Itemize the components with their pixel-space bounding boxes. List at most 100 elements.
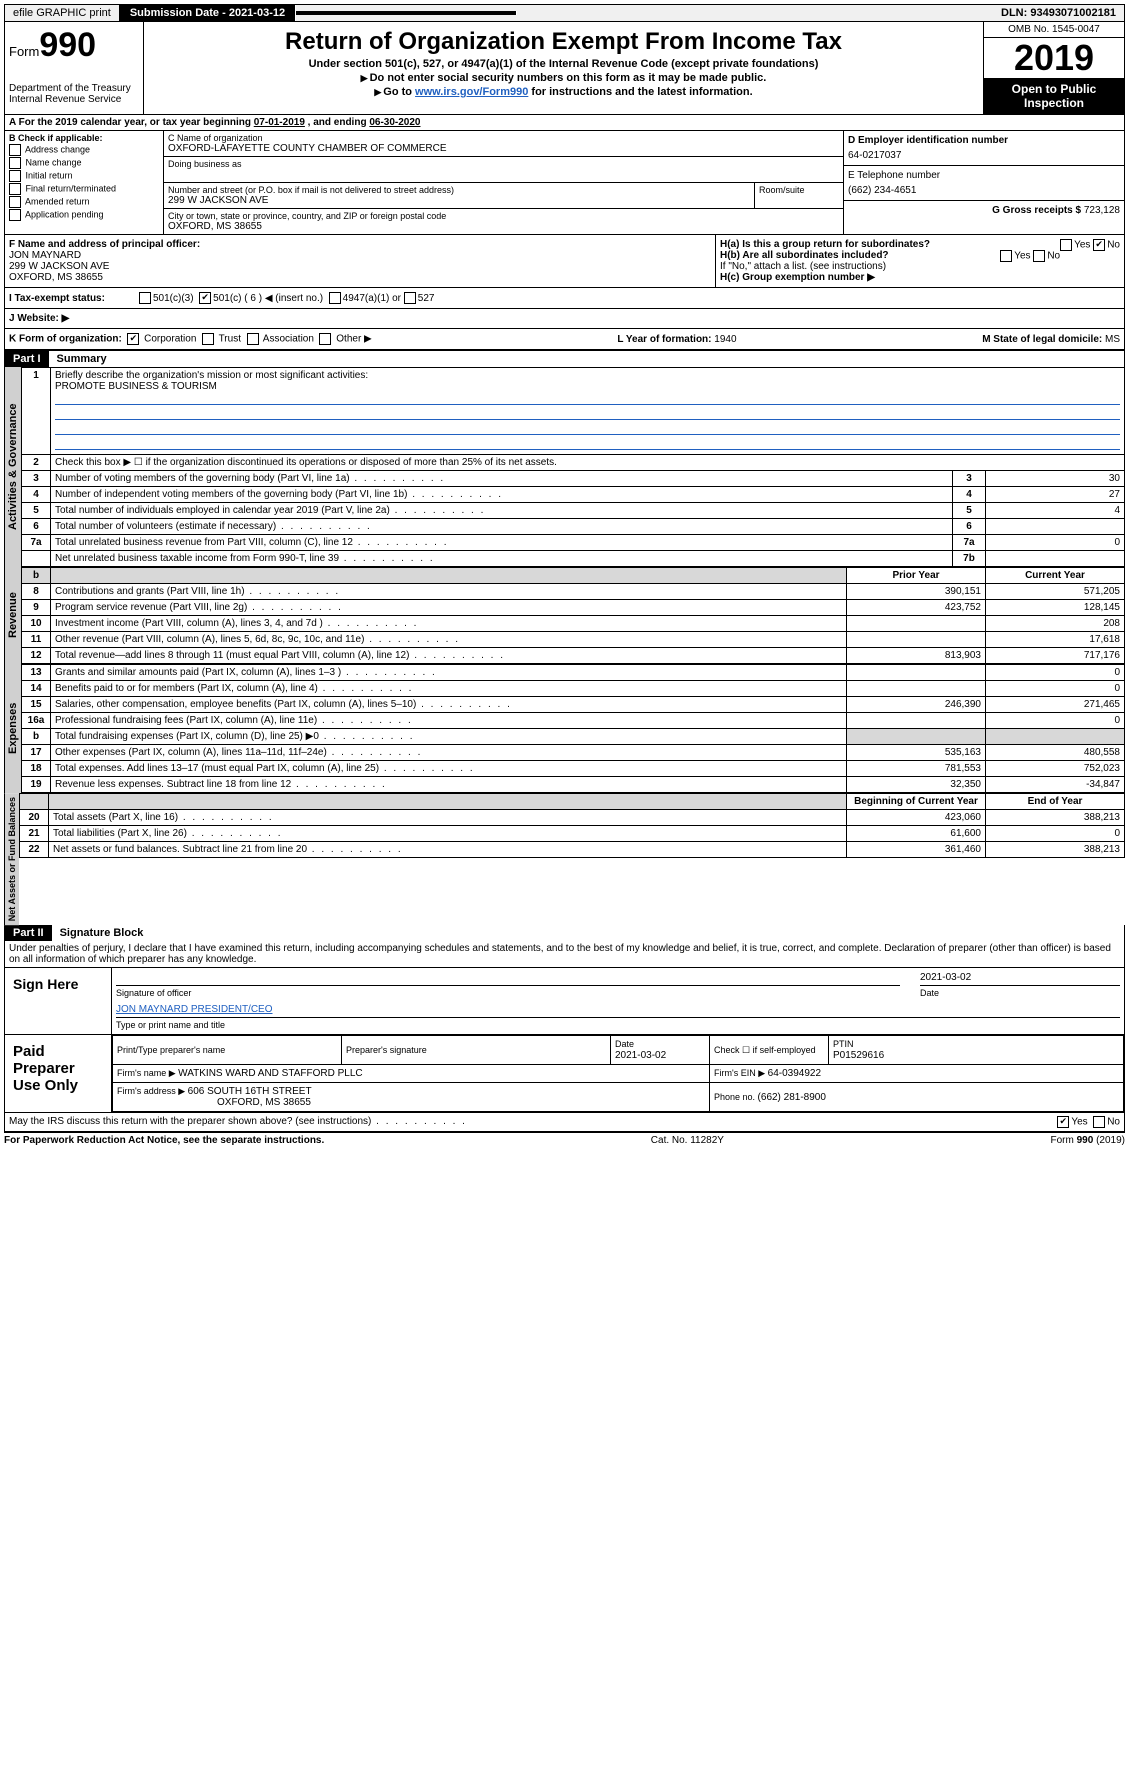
cb-trust[interactable]	[202, 333, 214, 345]
open-public-badge: Open to Public Inspection	[984, 78, 1124, 114]
table-row: 16aProfessional fundraising fees (Part I…	[22, 713, 1125, 729]
cb-4947[interactable]	[329, 292, 341, 304]
table-row: 7aTotal unrelated business revenue from …	[22, 535, 1125, 551]
table-row: 13Grants and similar amounts paid (Part …	[22, 665, 1125, 681]
cb-other[interactable]	[319, 333, 331, 345]
cb-corp[interactable]	[127, 333, 139, 345]
org-name-label: C Name of organization	[168, 133, 839, 143]
discuss-yes[interactable]	[1057, 1116, 1069, 1128]
dln-label: DLN: 93493071002181	[993, 5, 1124, 21]
dept-label: Department of the Treasury	[9, 83, 139, 94]
vtab-expenses: Expenses	[4, 664, 21, 793]
hb-note: If "No," attach a list. (see instruction…	[720, 261, 1120, 272]
block-deg: D Employer identification number 64-0217…	[843, 131, 1124, 234]
type-name-label: Type or print name and title	[116, 1020, 1120, 1030]
prior-year-header: Prior Year	[847, 568, 986, 584]
officer-label: F Name and address of principal officer:	[9, 239, 200, 250]
perjury-text: Under penalties of perjury, I declare th…	[5, 941, 1124, 968]
phone-label: E Telephone number	[848, 170, 1120, 181]
cb-assoc[interactable]	[247, 333, 259, 345]
block-b: B Check if applicable: Address change Na…	[5, 131, 164, 234]
part2-header: Part II Signature Block	[4, 925, 1125, 941]
ha-row: H(a) Is this a group return for subordin…	[720, 239, 1120, 250]
ein-label: D Employer identification number	[848, 135, 1008, 146]
city-label: City or town, state or province, country…	[168, 211, 839, 221]
table-row: 19Revenue less expenses. Subtract line 1…	[22, 777, 1125, 793]
period-row: A For the 2019 calendar year, or tax yea…	[4, 115, 1125, 131]
org-name: OXFORD-LAFAYETTE COUNTY CHAMBER OF COMME…	[168, 143, 839, 154]
table-row: 10Investment income (Part VIII, column (…	[22, 616, 1125, 632]
current-year-header: Current Year	[986, 568, 1125, 584]
check-option[interactable]: Application pending	[9, 209, 159, 221]
vtab-governance: Activities & Governance	[4, 367, 21, 567]
table-row: Net unrelated business taxable income fr…	[22, 551, 1125, 567]
room-label: Room/suite	[755, 183, 843, 208]
signature-section: Under penalties of perjury, I declare th…	[4, 941, 1125, 1113]
discuss-row: May the IRS discuss this return with the…	[4, 1113, 1125, 1132]
form-header: Form990 Department of the Treasury Inter…	[4, 22, 1125, 115]
begin-year-header: Beginning of Current Year	[847, 794, 986, 810]
tax-status-row: I Tax-exempt status: 501(c)(3) 501(c) ( …	[4, 288, 1125, 309]
warn-goto: Go to www.irs.gov/Form990 for instructio…	[148, 86, 979, 98]
submission-date-btn[interactable]: Submission Date - 2021-03-12	[120, 5, 296, 21]
expenses-table: 13Grants and similar amounts paid (Part …	[21, 664, 1125, 793]
check-option[interactable]: Name change	[9, 157, 159, 169]
table-row: 17Other expenses (Part IX, column (A), l…	[22, 745, 1125, 761]
gross-value: 723,128	[1084, 205, 1120, 216]
preparer-table: Print/Type preparer's name Preparer's si…	[112, 1035, 1124, 1112]
hb-row: H(b) Are all subordinates included? Yes …	[720, 250, 1120, 261]
sig-officer-label: Signature of officer	[116, 988, 900, 998]
city-state-zip: OXFORD, MS 38655	[168, 221, 839, 232]
ha-yes[interactable]	[1060, 239, 1072, 251]
officer-city: OXFORD, MS 38655	[9, 272, 103, 283]
table-row: 18Total expenses. Add lines 13–17 (must …	[22, 761, 1125, 777]
top-toolbar: efile GRAPHIC print Submission Date - 20…	[4, 4, 1125, 22]
form-title: Return of Organization Exempt From Incom…	[148, 28, 979, 56]
website-row: J Website: ▶	[4, 309, 1125, 329]
table-row: 12Total revenue—add lines 8 through 11 (…	[22, 648, 1125, 664]
check-option[interactable]: Initial return	[9, 170, 159, 182]
street-address: 299 W JACKSON AVE	[168, 195, 750, 206]
table-row: 11Other revenue (Part VIII, column (A), …	[22, 632, 1125, 648]
table-row: 5Total number of individuals employed in…	[22, 503, 1125, 519]
sign-here-label: Sign Here	[5, 968, 112, 1034]
end-year-header: End of Year	[986, 794, 1125, 810]
form-footer: Form 990 (2019)	[1051, 1135, 1125, 1146]
mission-text: PROMOTE BUSINESS & TOURISM	[55, 381, 217, 392]
date-label: Date	[920, 988, 1120, 998]
table-row: 14Benefits paid to or for members (Part …	[22, 681, 1125, 697]
check-option[interactable]: Address change	[9, 144, 159, 156]
ein-value: 64-0217037	[848, 150, 1120, 161]
table-row: 20Total assets (Part X, line 16)423,0603…	[20, 810, 1125, 826]
efile-label[interactable]: efile GRAPHIC print	[5, 5, 120, 21]
table-row: 4Number of independent voting members of…	[22, 487, 1125, 503]
check-option[interactable]: Final return/terminated	[9, 183, 159, 195]
vtab-netassets: Net Assets or Fund Balances	[4, 793, 19, 925]
ha-no[interactable]	[1093, 239, 1105, 251]
table-row: 8Contributions and grants (Part VIII, li…	[22, 584, 1125, 600]
table-row: 22Net assets or fund balances. Subtract …	[20, 842, 1125, 858]
table-row: 6Total number of volunteers (estimate if…	[22, 519, 1125, 535]
officer-addr: 299 W JACKSON AVE	[9, 261, 109, 272]
governance-table: 1 Briefly describe the organization's mi…	[21, 367, 1125, 567]
discuss-no[interactable]	[1093, 1116, 1105, 1128]
cb-527[interactable]	[404, 292, 416, 304]
check-option[interactable]: Amended return	[9, 196, 159, 208]
paid-preparer-label: Paid Preparer Use Only	[5, 1035, 112, 1112]
table-row: 9Program service revenue (Part VIII, lin…	[22, 600, 1125, 616]
irs-label: Internal Revenue Service	[9, 94, 139, 105]
addr-label: Number and street (or P.O. box if mail i…	[168, 185, 750, 195]
officer-typed-name[interactable]: JON MAYNARD PRESIDENT/CEO	[116, 1004, 273, 1015]
gross-label: G Gross receipts $	[992, 205, 1084, 216]
officer-name: JON MAYNARD	[9, 250, 81, 261]
hb-yes[interactable]	[1000, 250, 1012, 262]
hc-row: H(c) Group exemption number ▶	[720, 272, 1120, 283]
hb-no[interactable]	[1033, 250, 1045, 262]
cb-501c[interactable]	[199, 292, 211, 304]
cat-number: Cat. No. 11282Y	[651, 1135, 724, 1146]
section-f-h: F Name and address of principal officer:…	[4, 235, 1125, 288]
klm-row: K Form of organization: Corporation Trus…	[4, 329, 1125, 350]
cb-501c3[interactable]	[139, 292, 151, 304]
irs-link[interactable]: www.irs.gov/Form990	[415, 86, 528, 98]
table-row: 21Total liabilities (Part X, line 26)61,…	[20, 826, 1125, 842]
